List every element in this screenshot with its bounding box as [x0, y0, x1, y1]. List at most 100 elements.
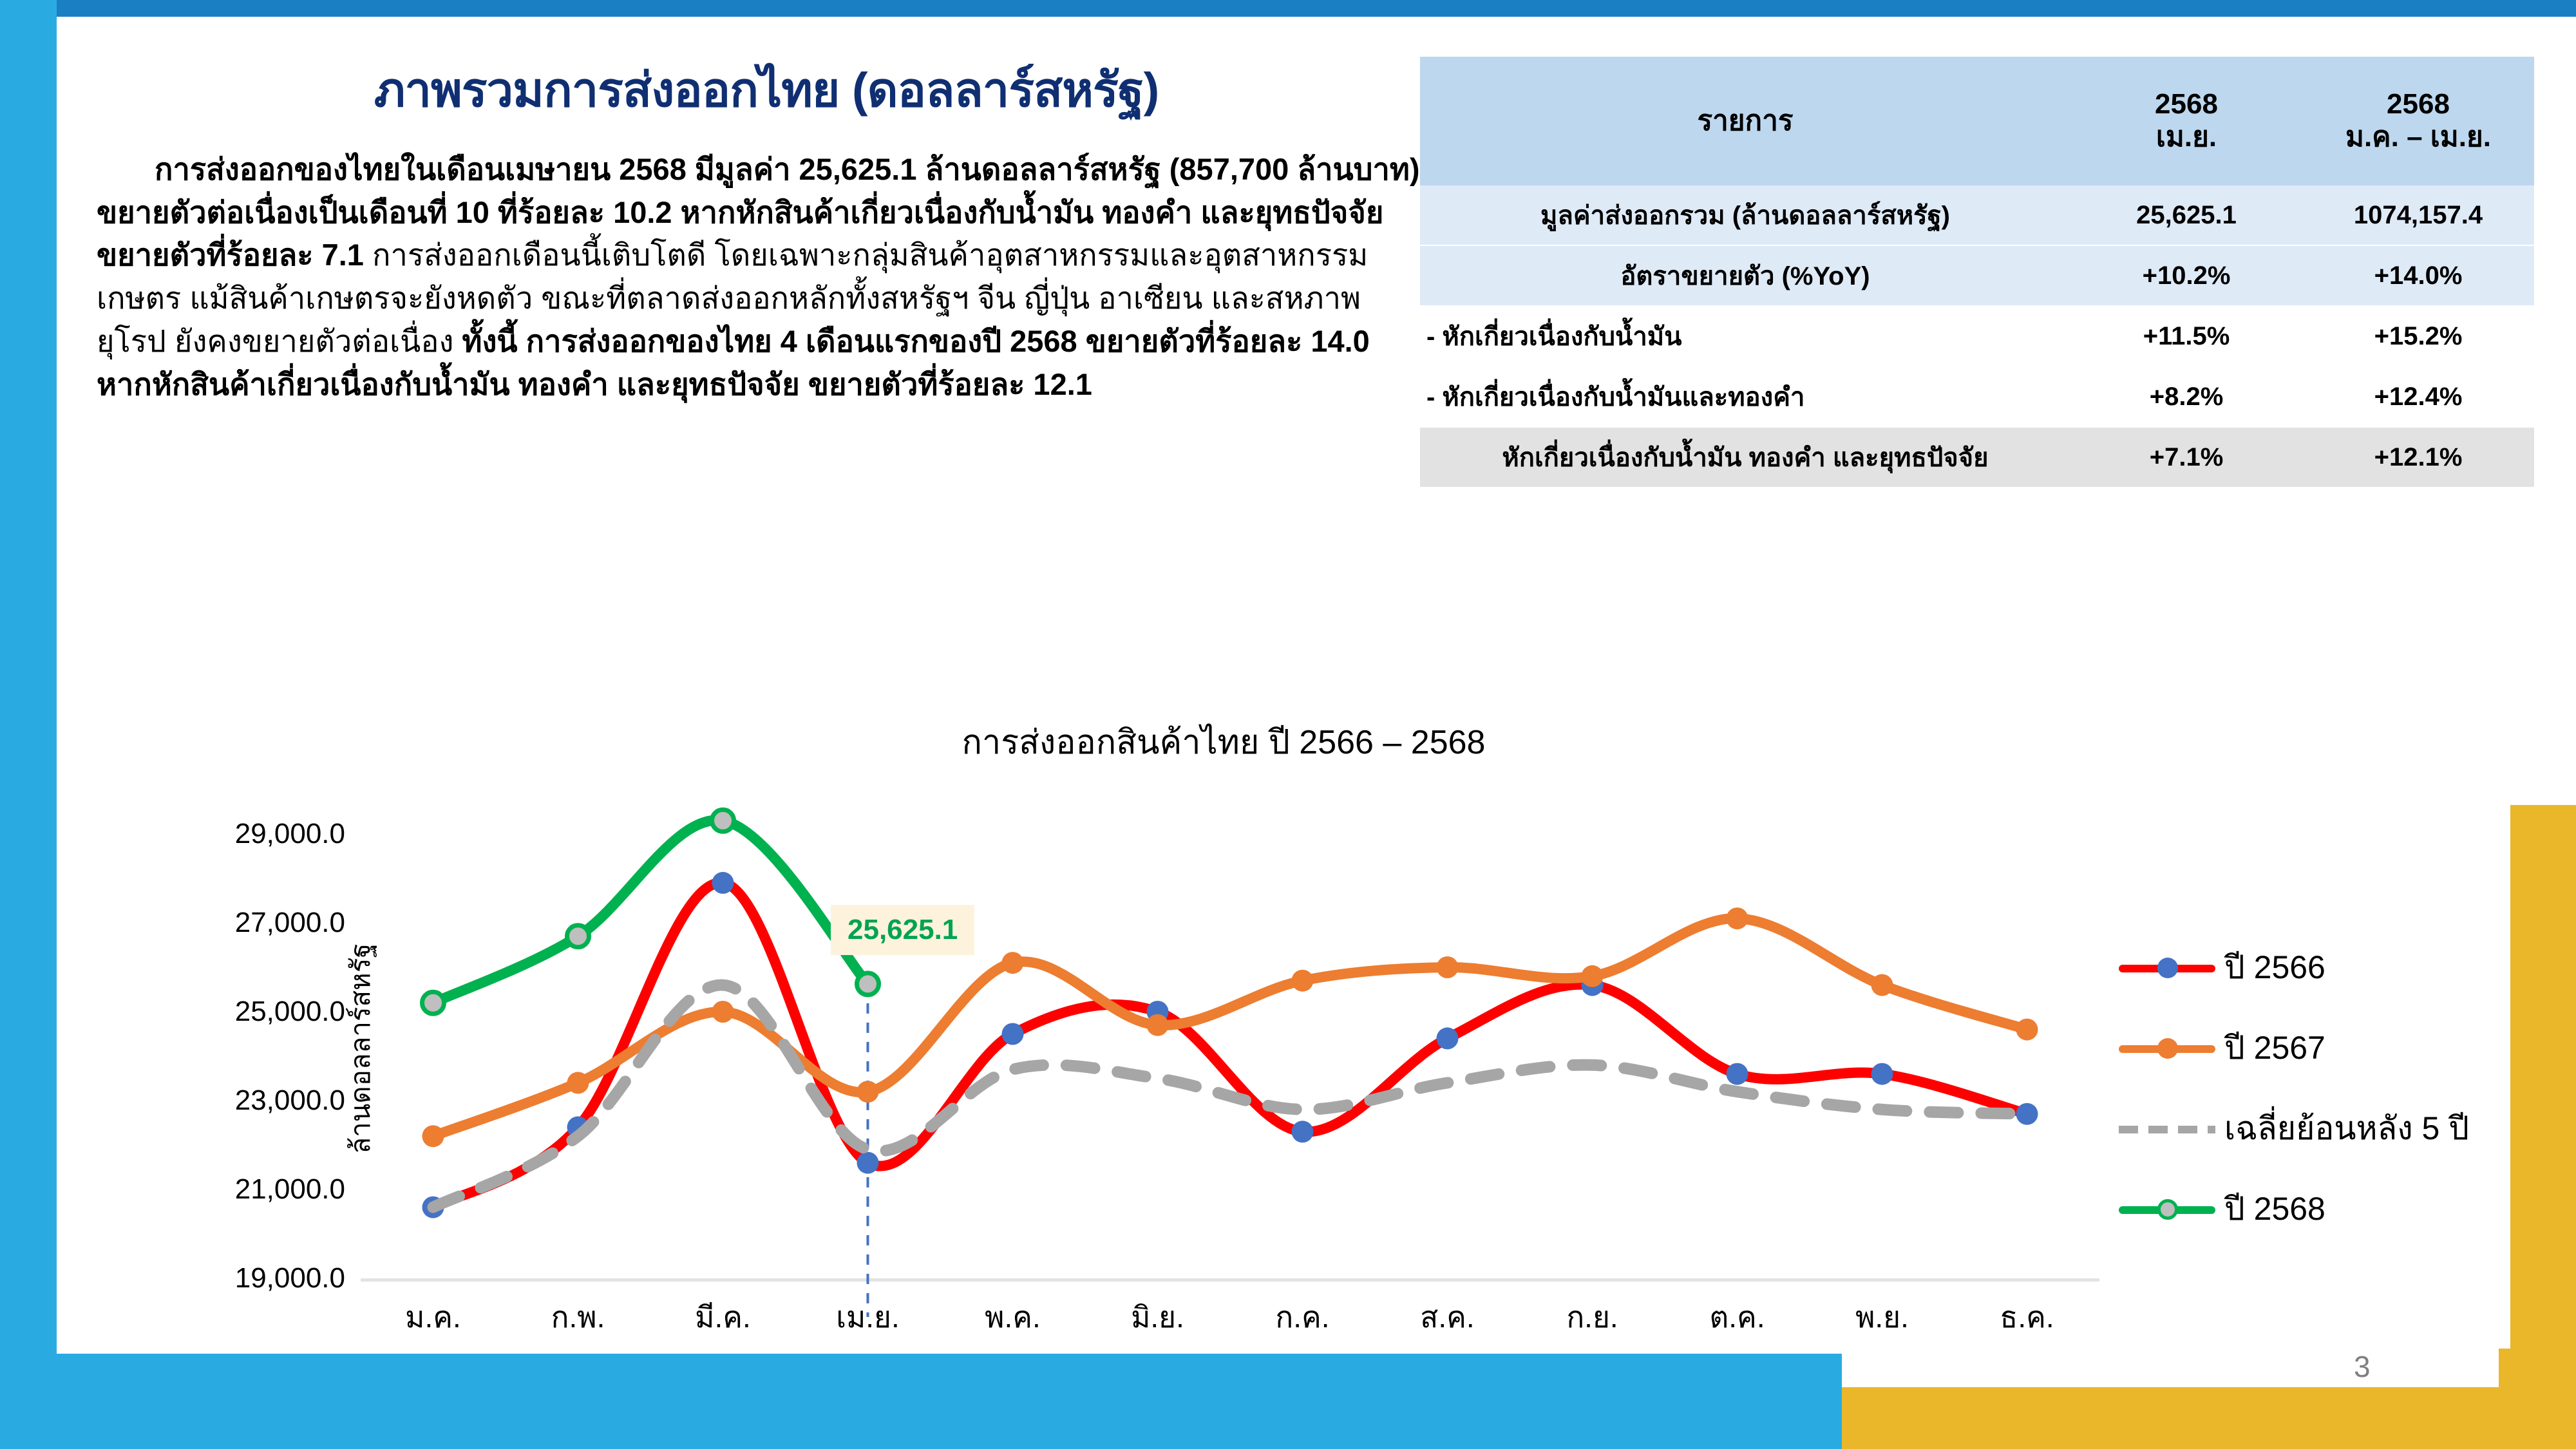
table-cell-ytd: +12.1% — [2302, 426, 2534, 487]
series-marker — [1146, 1014, 1169, 1036]
bottom-blue-bar — [0, 1354, 1842, 1449]
x-axis-tick-label: มี.ค. — [695, 1300, 751, 1334]
legend-swatch-icon — [2119, 955, 2215, 981]
series-marker — [1436, 956, 1459, 978]
series-marker — [1581, 965, 1604, 987]
x-axis-tick-label: พ.ย. — [1855, 1300, 1909, 1334]
series-marker — [710, 807, 736, 834]
summary-line-3: ทั้งนี้ การส่งออกของไทย 4 เดือนแรกของปี … — [97, 323, 1370, 401]
y-axis-tick-label: 21,000.0 — [234, 1173, 345, 1205]
table-cell-ytd: +12.4% — [2302, 366, 2534, 427]
chart-series-svg — [420, 807, 2038, 1317]
series-marker — [1726, 1063, 1748, 1085]
series-marker — [420, 989, 446, 1016]
table-cell-april: +7.1% — [2070, 426, 2302, 487]
table-row: - หักเกี่ยวเนื่องกับน้ำมัน +11.5% +15.2% — [1420, 305, 2534, 366]
legend-item[interactable]: ปี 2567 — [2119, 1008, 2518, 1088]
x-axis-tick-label: มิ.ย. — [1131, 1300, 1184, 1334]
page-number: 3 — [2354, 1350, 2371, 1383]
series-marker — [712, 871, 734, 894]
legend-marker-dot — [2157, 1198, 2178, 1220]
legend-marker-dot — [2157, 1037, 2178, 1059]
col-header-ytd-year: 2568 — [2387, 88, 2450, 120]
col-header-ytd: 2568 ม.ค. – เม.ย. — [2302, 57, 2534, 185]
table-cell-april: +11.5% — [2070, 305, 2302, 366]
table-cell-label: - หักเกี่ยวเนื่องกับน้ำมันและทองคำ — [1420, 366, 2070, 427]
series-marker — [565, 923, 591, 950]
x-axis-tick-label: ต.ค. — [1709, 1300, 1765, 1334]
table-row: หักเกี่ยวเนื่องกับน้ำมัน ทองคำ และยุทธปั… — [1420, 426, 2534, 487]
series-marker — [1726, 907, 1748, 930]
legend-item[interactable]: เฉลี่ยย้อนหลัง 5 ปี — [2119, 1088, 2518, 1169]
x-axis-tick-label: ธ.ค. — [2000, 1300, 2054, 1334]
table-row: มูลค่าส่งออกรวม (ล้านดอลลาร์สหรัฐ) 25,625… — [1420, 185, 2534, 245]
x-axis-tick-label: พ.ค. — [985, 1300, 1041, 1334]
col-header-ytd-range: ม.ค. – เม.ย. — [2345, 121, 2492, 153]
x-axis-tick-label: ก.ค. — [1275, 1300, 1330, 1334]
right-yellow-bar — [2499, 805, 2576, 1449]
series-marker — [1436, 1027, 1459, 1050]
table-cell-ytd: +15.2% — [2302, 305, 2534, 366]
x-axis-line — [361, 1278, 2099, 1282]
series-marker — [1291, 1121, 1314, 1143]
y-axis-tick-label: 19,000.0 — [234, 1262, 345, 1294]
series-marker — [1871, 974, 1893, 996]
table-cell-april: +8.2% — [2070, 366, 2302, 427]
series-marker — [857, 1081, 879, 1103]
table-body: มูลค่าส่งออกรวม (ล้านดอลลาร์สหรัฐ) 25,625… — [1420, 185, 2534, 487]
series-line — [428, 913, 2032, 1142]
col-header-april-month: เม.ย. — [2155, 121, 2217, 153]
series-marker — [567, 1072, 589, 1094]
y-axis-tick-label: 29,000.0 — [234, 818, 345, 849]
col-header-april-year: 2568 — [2155, 88, 2218, 120]
x-axis-tick-label: ก.พ. — [551, 1300, 605, 1334]
table-cell-ytd: 1074,157.4 — [2302, 185, 2534, 245]
series-marker — [857, 1151, 879, 1174]
y-axis-tick-label: 27,000.0 — [234, 907, 345, 938]
summary-line-2: การส่งออกเดือนนี้เติบโตดี โดยเฉพาะกลุ่มส… — [97, 238, 1368, 358]
series-marker — [422, 1125, 444, 1148]
legend-dashed-line — [2119, 1125, 2215, 1133]
series-marker — [855, 971, 881, 998]
table-cell-ytd: +14.0% — [2302, 245, 2534, 306]
table-cell-label: อัตราขยายตัว (%YoY) — [1420, 245, 2070, 306]
legend-item[interactable]: ปี 2566 — [2119, 927, 2518, 1008]
table-row: อัตราขยายตัว (%YoY) +10.2% +14.0% — [1420, 245, 2534, 306]
export-summary-table: รายการ 2568 เม.ย. 2568 ม.ค. – เม.ย. มูลค… — [1420, 57, 2534, 487]
x-axis-tick-label: ก.ย. — [1566, 1300, 1618, 1334]
x-axis-tick-label: ม.ค. — [405, 1300, 461, 1334]
page-title: ภาพรวมการส่งออกไทย (ดอลลาร์สหรัฐ) — [374, 63, 1160, 117]
series-marker — [1001, 952, 1024, 974]
series-line — [427, 979, 2033, 1213]
series-marker — [712, 1001, 734, 1023]
table-cell-april: +10.2% — [2070, 245, 2302, 306]
table-row: - หักเกี่ยวเนื่องกับน้ำมันและทองคำ +8.2% +… — [1420, 366, 2534, 427]
y-axis-tick-label: 23,000.0 — [234, 1084, 345, 1116]
series-marker — [1291, 969, 1314, 992]
summary-line-1: การส่งออกของไทยในเดือนเมษายน 2568 มีมูลค… — [97, 152, 1420, 272]
series-marker — [2016, 1018, 2038, 1041]
legend-label: ปี 2566 — [2224, 949, 2325, 985]
chart-plot-area: ล้านดอลลาร์สหรัฐ 29,000.0 27,000.0 25,000.… — [235, 807, 2099, 1334]
left-blue-border — [0, 0, 57, 1449]
x-axis-tick-label: ส.ค. — [1420, 1300, 1475, 1334]
legend-swatch-icon — [2119, 1036, 2215, 1061]
col-header-april: 2568 เม.ย. — [2070, 57, 2302, 185]
top-blue-border — [57, 0, 2576, 17]
y-axis-tick-label: 25,000.0 — [234, 996, 345, 1027]
summary-paragraph: การส่งออกของไทยในเดือนเมษายน 2568 มีมูลค… — [97, 148, 1430, 406]
table-cell-label: มูลค่าส่งออกรวม (ล้านดอลลาร์สหรัฐ) — [1420, 185, 2070, 245]
legend-item[interactable]: ปี 2568 — [2119, 1169, 2518, 1249]
legend-marker-dot — [2157, 957, 2178, 978]
legend-swatch-icon — [2119, 1197, 2215, 1222]
legend-label: ปี 2567 — [2224, 1030, 2325, 1066]
series-marker — [1001, 1023, 1024, 1045]
legend-swatch-icon — [2119, 1116, 2215, 1142]
data-callout-label: 25,625.1 — [831, 905, 975, 955]
chart-legend: ปี 2566 ปี 2567 เฉลี่ยย้อนหลัง 5 ปีปี 2568 — [2119, 927, 2518, 1249]
series-marker — [1871, 1063, 1893, 1085]
table-header-row: รายการ 2568 เม.ย. 2568 ม.ค. – เม.ย. — [1420, 57, 2534, 185]
legend-label: ปี 2568 — [2224, 1191, 2325, 1227]
table-cell-label: หักเกี่ยวเนื่องกับน้ำมัน ทองคำ และยุทธปั… — [1420, 426, 2070, 487]
chart-title: การส่งออกสินค้าไทย ปี 2566 – 2568 — [961, 724, 1486, 761]
